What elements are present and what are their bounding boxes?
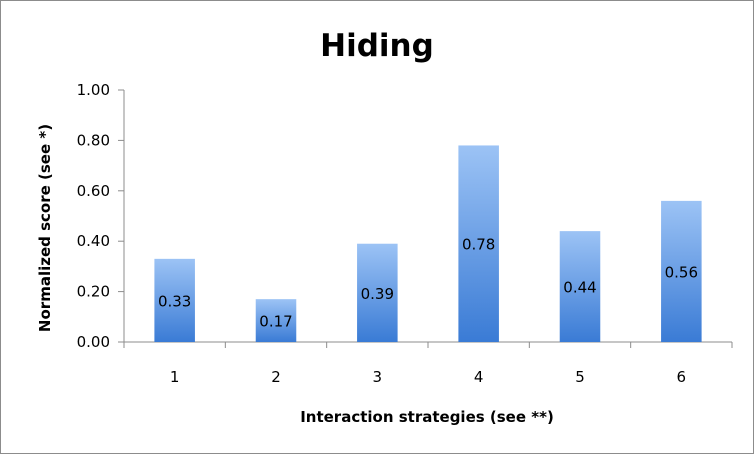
y-axis-label: Normalized score (see *) — [36, 124, 54, 332]
data-labels: 0.33 0.17 0.39 0.78 0.44 0.56 — [158, 236, 698, 331]
y-tick-label: 0.60 — [77, 182, 110, 200]
data-label-5: 0.44 — [563, 279, 596, 297]
bar-6 — [661, 200, 702, 342]
bar-5 — [559, 231, 601, 342]
x-tick-label: 6 — [677, 368, 687, 386]
x-tick-label: 4 — [474, 368, 484, 386]
data-label-6: 0.56 — [665, 263, 698, 281]
bar-1 — [154, 258, 195, 342]
data-label-3: 0.39 — [361, 285, 394, 303]
data-label-2: 0.17 — [259, 313, 292, 331]
bar-2 — [255, 299, 297, 342]
bar-3 — [357, 243, 398, 342]
chart-title: Hiding — [320, 28, 434, 64]
bar-4 — [458, 145, 499, 342]
data-label-4: 0.78 — [462, 236, 495, 254]
y-axis: 0.00 0.20 0.40 0.60 0.80 1.00 — [77, 81, 125, 351]
y-tick-label: 0.80 — [77, 131, 110, 149]
x-tick-label: 2 — [271, 368, 281, 386]
x-tick-label: 1 — [170, 368, 180, 386]
x-axis-label: Interaction strategies (see **) — [300, 408, 554, 426]
x-tick-label: 5 — [575, 368, 585, 386]
y-tick-label: 1.00 — [77, 81, 110, 99]
bars — [154, 145, 702, 342]
y-tick-label: 0.00 — [77, 333, 110, 351]
x-axis: 1 2 3 4 5 6 — [123, 341, 733, 386]
y-tick-label: 0.40 — [77, 232, 110, 250]
data-label-1: 0.33 — [158, 292, 191, 310]
x-tick-label: 3 — [373, 368, 383, 386]
y-tick-label: 0.20 — [77, 283, 110, 301]
